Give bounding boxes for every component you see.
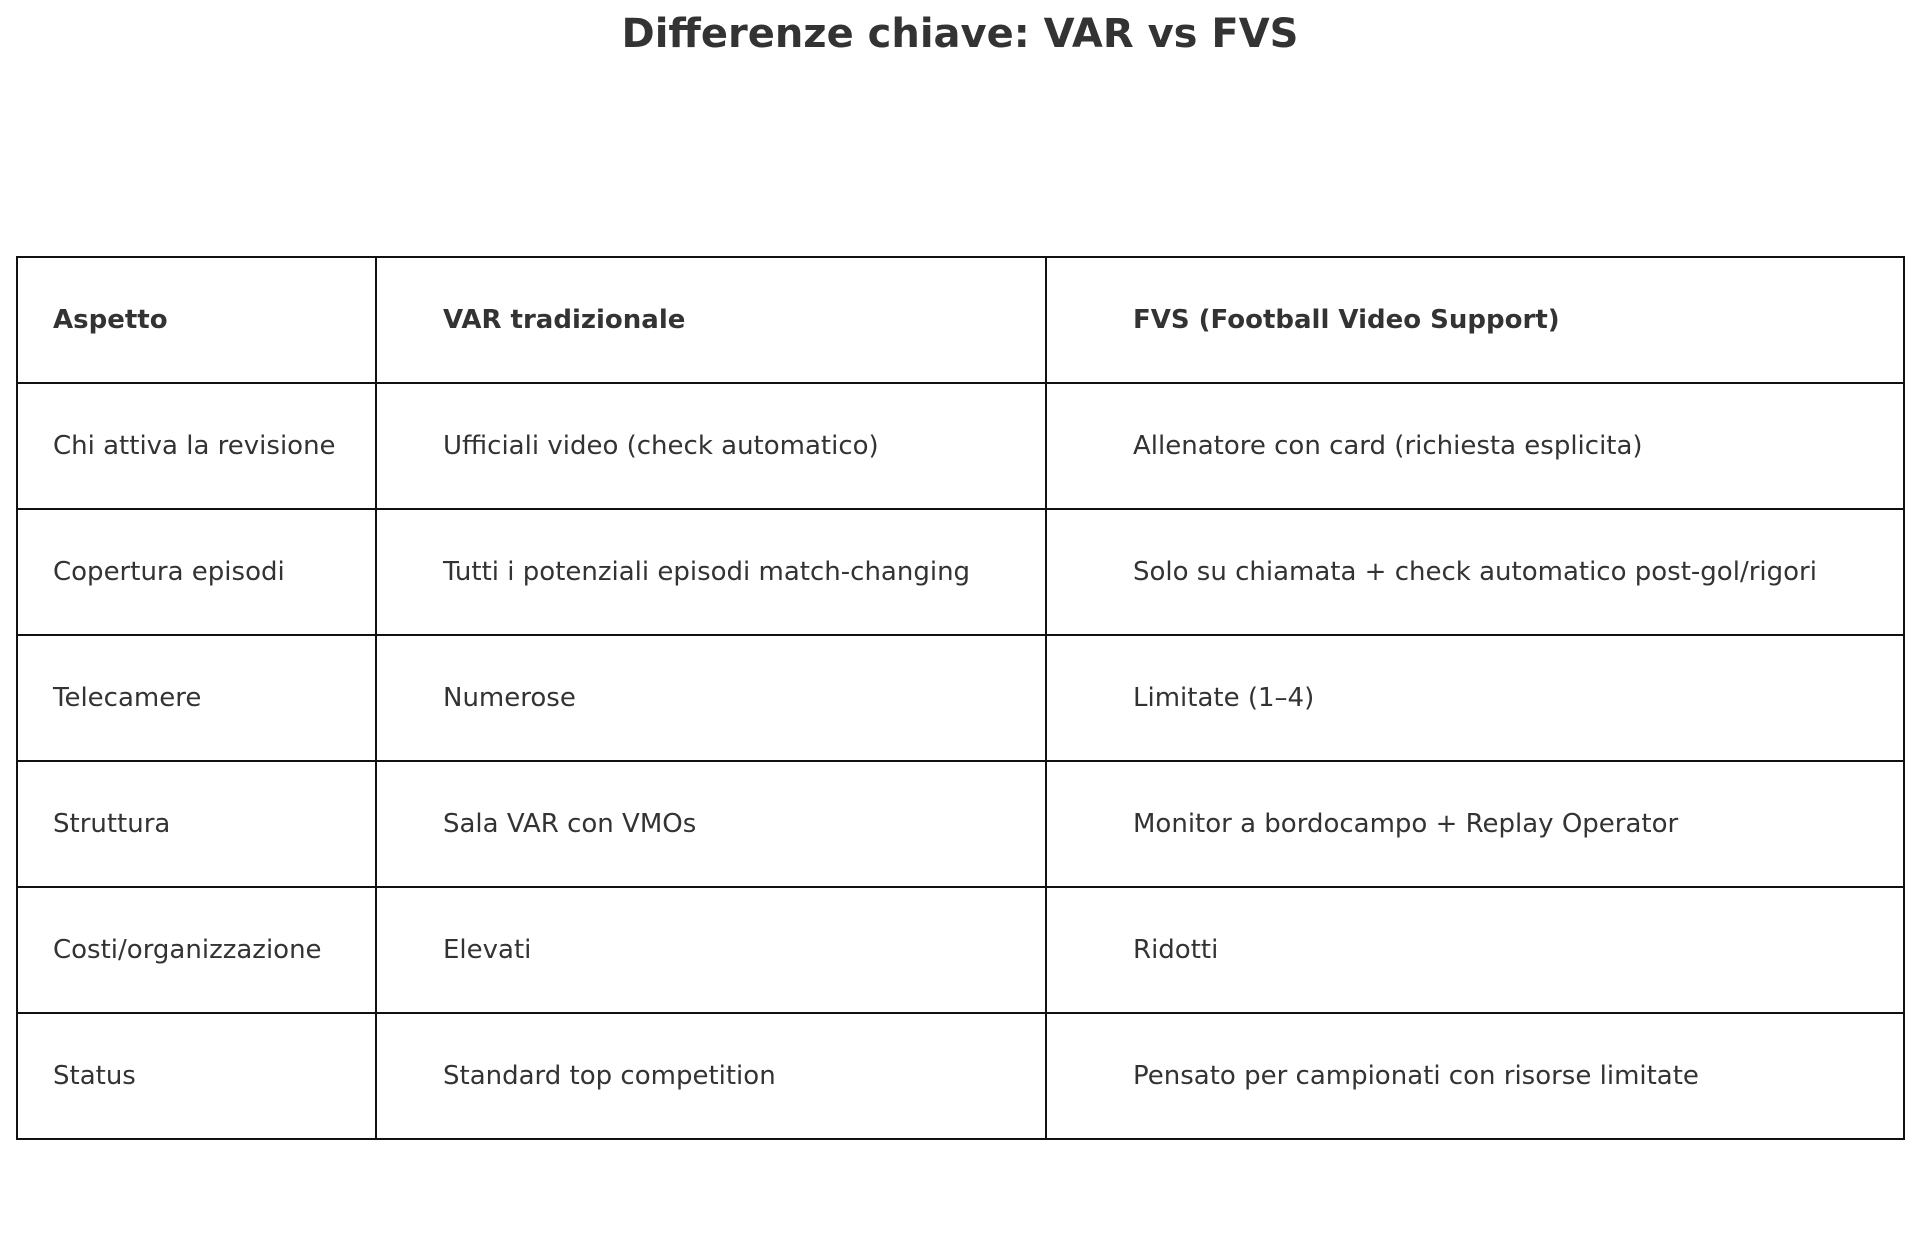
comparison-table: Aspetto VAR tradizionale FVS (Football V… (16, 256, 1905, 1140)
table-header-row: Aspetto VAR tradizionale FVS (Football V… (16, 256, 1905, 384)
table-cell: Allenatore con card (richiesta esplicita… (1045, 382, 1905, 510)
table-cell: Status (16, 1012, 377, 1140)
table-row: Copertura episodi Tutti i potenziali epi… (16, 508, 1905, 636)
table-cell: Numerose (375, 634, 1047, 762)
table-cell: Costi/organizzazione (16, 886, 377, 1014)
table-cell: Sala VAR con VMOs (375, 760, 1047, 888)
table-cell: Ufficiali video (check automatico) (375, 382, 1047, 510)
header-cell: VAR tradizionale (375, 256, 1047, 384)
table-row: Costi/organizzazione Elevati Ridotti (16, 886, 1905, 1014)
table-cell: Elevati (375, 886, 1047, 1014)
table-cell: Ridotti (1045, 886, 1905, 1014)
header-cell: FVS (Football Video Support) (1045, 256, 1905, 384)
table-row: Telecamere Numerose Limitate (1–4) (16, 634, 1905, 762)
table-cell: Copertura episodi (16, 508, 377, 636)
table-cell: Chi attiva la revisione (16, 382, 377, 510)
table-row: Status Standard top competition Pensato … (16, 1012, 1905, 1140)
table-cell: Telecamere (16, 634, 377, 762)
table-cell: Monitor a bordocampo + Replay Operator (1045, 760, 1905, 888)
table-row: Struttura Sala VAR con VMOs Monitor a bo… (16, 760, 1905, 888)
table-cell: Tutti i potenziali episodi match-changin… (375, 508, 1047, 636)
table-cell: Pensato per campionati con risorse limit… (1045, 1012, 1905, 1140)
table-row: Chi attiva la revisione Ufficiali video … (16, 382, 1905, 510)
table-cell: Standard top competition (375, 1012, 1047, 1140)
table-cell: Limitate (1–4) (1045, 634, 1905, 762)
table-cell: Struttura (16, 760, 377, 888)
header-cell: Aspetto (16, 256, 377, 384)
table-cell: Solo su chiamata + check automatico post… (1045, 508, 1905, 636)
page-title: Differenze chiave: VAR vs FVS (621, 11, 1299, 57)
